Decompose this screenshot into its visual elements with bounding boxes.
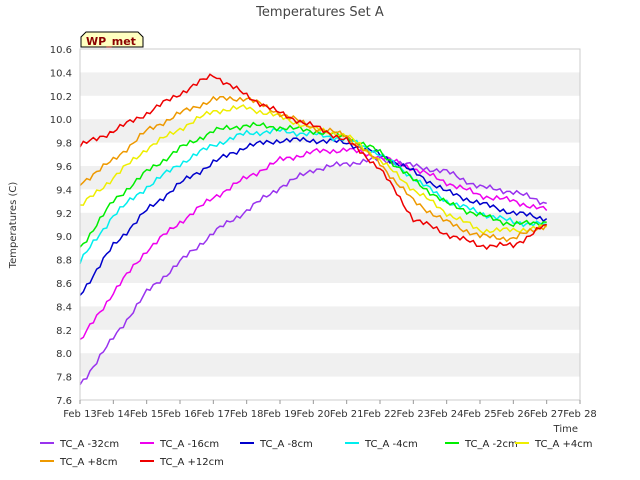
x-tick-label: Feb 15 [130,409,164,420]
y-tick-label: 10.6 [50,45,72,56]
legend-label: TC_A -4cm [364,439,418,450]
badge-label: WP_met [86,35,136,48]
y-tick-label: 8.8 [56,256,72,267]
legend-label: TC_A +12cm [159,457,224,468]
grid-band [80,306,580,330]
series-line [79,127,547,264]
legend-label: TC_A +8cm [59,457,118,468]
series-line [79,155,547,386]
x-tick-label: Feb 18 [230,409,264,420]
y-tick-label: 7.6 [56,396,72,407]
x-tick-label: Feb 25 [463,409,497,420]
x-tick-label: Feb 23 [397,409,431,420]
x-tick-label: Feb 24 [430,409,464,420]
y-tick-label: 9.6 [56,162,72,173]
y-tick-label: 8.6 [56,279,72,290]
grid-band [80,259,580,283]
y-tick-label: 9.0 [56,232,72,243]
plot-frame [79,48,581,401]
grid-band [80,166,580,190]
chart-title: Temperatures Set A [255,5,384,20]
series-line [79,121,547,248]
x-tick-label: Feb 13 [63,409,97,420]
y-tick-label: 7.8 [56,373,72,384]
x-tick-label: Feb 16 [163,409,197,420]
wp-met-badge: WP_met [80,31,144,48]
y-tick-label: 9.4 [56,185,72,196]
y-tick-label: 9.2 [56,209,72,220]
y-tick-label: 10.4 [50,68,72,79]
series-line [79,73,547,251]
grid-band [80,353,580,377]
y-axis-label: Temperatures (C) [8,182,19,270]
series-line [79,147,548,341]
plot-bands [80,72,580,377]
x-tick-label: Feb 28 [563,409,597,420]
legend: TC_A -32cm TC_A -16cm TC_A -8cm TC_A -4cm TC… [40,439,593,468]
y-tick-label: 10.0 [50,115,72,126]
x-axis-ticks: Feb 13 Feb 14 Feb 15 Feb 16 Feb 17 Feb 18 Feb … [63,400,597,420]
x-tick-label: Feb 14 [97,409,131,420]
y-tick-label: 8.2 [56,326,72,337]
x-axis-label: Time [553,424,578,435]
x-tick-label: Feb 17 [197,409,231,420]
legend-label: TC_A +4cm [534,439,593,450]
x-tick-label: Feb 19 [263,409,297,420]
legend-label: TC_A -8cm [259,439,313,450]
legend-label: TC_A -2cm [464,439,518,450]
y-axis-ticks: 7.6 7.8 8.0 8.2 8.4 8.6 8.8 9.0 9.2 9.4 9.6 9.8 10.0… [50,45,72,407]
y-tick-label: 9.8 [56,139,72,150]
x-tick-label: Feb 20 [297,409,331,420]
y-tick-label: 10.2 [50,92,72,103]
x-tick-label: Feb 27 [530,409,564,420]
x-tick-label: Feb 26 [497,409,531,420]
legend-label: TC_A -32cm [59,439,119,450]
series-layer [79,73,548,386]
legend-label: TC_A -16cm [159,439,219,450]
grid-band [80,72,580,96]
x-tick-label: Feb 22 [363,409,397,420]
y-tick-label: 8.0 [56,349,72,360]
y-tick-label: 8.4 [56,302,72,313]
series-line [79,136,548,296]
x-tick-label: Feb 21 [330,409,364,420]
